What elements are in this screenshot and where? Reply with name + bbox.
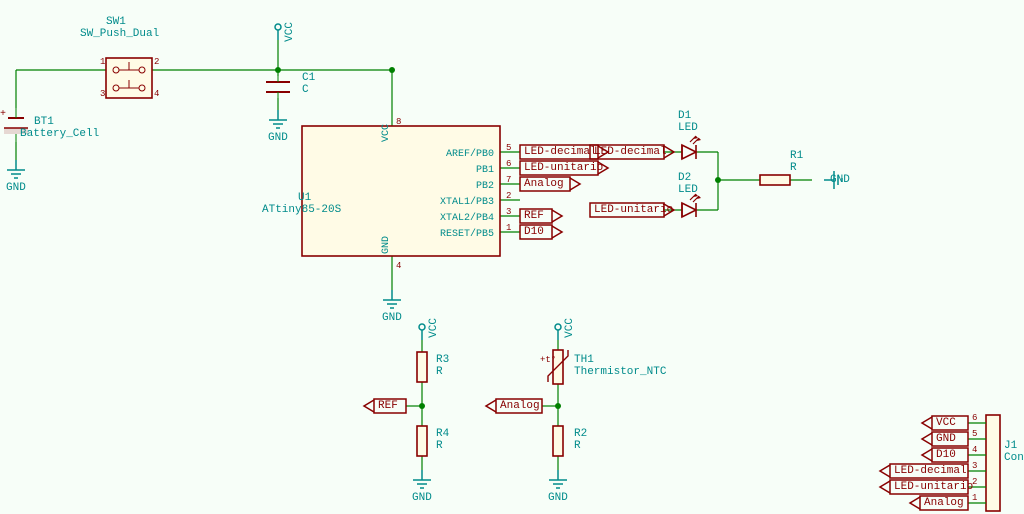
switch-sw1: 1 2 3 4	[100, 57, 159, 99]
lbl-pb5: D10	[524, 226, 544, 238]
svg-text:4: 4	[396, 261, 401, 271]
j1-p4: D10	[936, 449, 956, 461]
resistor-r2	[553, 426, 563, 456]
lbl-analog: Analog	[500, 400, 540, 412]
gnd-cap-text: GND	[268, 132, 288, 144]
gnd-r2-text: GND	[548, 492, 568, 504]
lbl-d2-in: LED-unitario	[594, 204, 673, 216]
mcu-u1: VCC 8 GND 4 AREF/PB0 5 PB1 6 PB2 7 XTAL1…	[302, 117, 511, 271]
j1-p6: VCC	[936, 417, 956, 429]
gnd-r1-text: GND	[830, 174, 850, 186]
svg-text:8: 8	[396, 117, 401, 127]
gnd-battery	[7, 160, 25, 178]
svg-text:XTAL1/PB3: XTAL1/PB3	[440, 196, 494, 208]
svg-text:1: 1	[972, 493, 977, 503]
j1-p3: LED-decimal	[894, 465, 967, 477]
c1-value: C	[302, 84, 309, 96]
gnd-mcu-text: GND	[382, 312, 402, 324]
resistor-r3	[417, 352, 427, 382]
gnd-mcu	[383, 290, 401, 308]
r3-ref: R3	[436, 354, 449, 366]
svg-text:6: 6	[506, 159, 511, 169]
svg-text:4: 4	[972, 445, 977, 455]
resistor-r1	[760, 175, 790, 185]
svg-text:+t°: +t°	[540, 355, 556, 365]
svg-text:5: 5	[506, 143, 511, 153]
c1-ref: C1	[302, 72, 315, 84]
vcc-r3-text: VCC	[428, 318, 440, 338]
svg-text:6: 6	[972, 413, 977, 423]
r3-value: R	[436, 366, 443, 378]
r4-value: R	[436, 440, 443, 452]
d1-value: LED	[678, 122, 698, 134]
sw1-ref: SW1	[106, 16, 126, 28]
lbl-d1-in: LED-decimal	[594, 146, 667, 158]
d1-ref: D1	[678, 110, 691, 122]
svg-text:RESET/PB5: RESET/PB5	[440, 228, 494, 240]
thermistor-th1: +t°	[540, 350, 568, 384]
svg-text:5: 5	[972, 429, 977, 439]
svg-text:3: 3	[972, 461, 977, 471]
vcc-th1-text: VCC	[564, 318, 576, 338]
gnd-r4	[413, 470, 431, 488]
svg-text:2: 2	[506, 191, 511, 201]
lbl-ref: REF	[378, 400, 398, 412]
led-d1	[682, 136, 701, 159]
gnd-bt1-text: GND	[6, 182, 26, 194]
vcc-th1	[555, 324, 561, 340]
svg-text:4: 4	[154, 89, 159, 99]
svg-text:AREF/PB0: AREF/PB0	[446, 148, 494, 160]
lbl-pb0: LED-decimal	[524, 146, 597, 158]
j1-p1: Analog	[924, 497, 964, 509]
th1-value: Thermistor_NTC	[574, 366, 666, 378]
svg-text:1: 1	[100, 57, 105, 67]
lbl-pb2: Analog	[524, 178, 564, 190]
svg-text:3: 3	[506, 207, 511, 217]
u1-ref: U1	[298, 192, 311, 204]
svg-text:+: +	[0, 109, 6, 120]
th1-ref: TH1	[574, 354, 594, 366]
lbl-pb1: LED-unitario	[524, 162, 603, 174]
svg-text:PB1: PB1	[476, 165, 494, 176]
lbl-pb4: REF	[524, 210, 544, 222]
svg-text:GND: GND	[381, 236, 392, 254]
svg-text:XTAL2/PB4: XTAL2/PB4	[440, 212, 494, 224]
j1-p5: GND	[936, 433, 956, 445]
bt1-ref: BT1	[34, 116, 54, 128]
gnd-cap	[269, 110, 287, 128]
r4-ref: R4	[436, 428, 449, 440]
r2-value: R	[574, 440, 581, 452]
vcc-cap	[275, 24, 281, 40]
svg-text:VCC: VCC	[381, 124, 392, 142]
svg-text:2: 2	[154, 57, 159, 67]
r2-ref: R2	[574, 428, 587, 440]
svg-text:1: 1	[506, 223, 511, 233]
svg-text:3: 3	[100, 89, 105, 99]
r1-value: R	[790, 162, 797, 174]
schematic-canvas: 1 2 3 4 + VCC 8 GND 4 AREF/PB0 5 PB1 6 P…	[0, 0, 1024, 514]
d2-ref: D2	[678, 172, 691, 184]
d2-value: LED	[678, 184, 698, 196]
svg-text:7: 7	[506, 175, 511, 185]
svg-text:PB2: PB2	[476, 181, 494, 192]
vcc-r3	[419, 324, 425, 340]
vcc-cap-text: VCC	[284, 22, 296, 42]
gnd-r4-text: GND	[412, 492, 432, 504]
j1-ref: J1	[1004, 440, 1017, 452]
led-d2	[682, 194, 701, 217]
resistor-r4	[417, 426, 427, 456]
j1-p2: LED-unitario	[894, 481, 973, 493]
capacitor-c1	[266, 76, 290, 98]
r1-ref: R1	[790, 150, 803, 162]
u1-value: ATtiny85-20S	[262, 204, 341, 216]
bt1-value: Battery_Cell	[20, 128, 99, 140]
sw1-value: SW_Push_Dual	[80, 28, 159, 40]
gnd-r2	[549, 470, 567, 488]
j1-value: Conn	[1004, 452, 1024, 464]
